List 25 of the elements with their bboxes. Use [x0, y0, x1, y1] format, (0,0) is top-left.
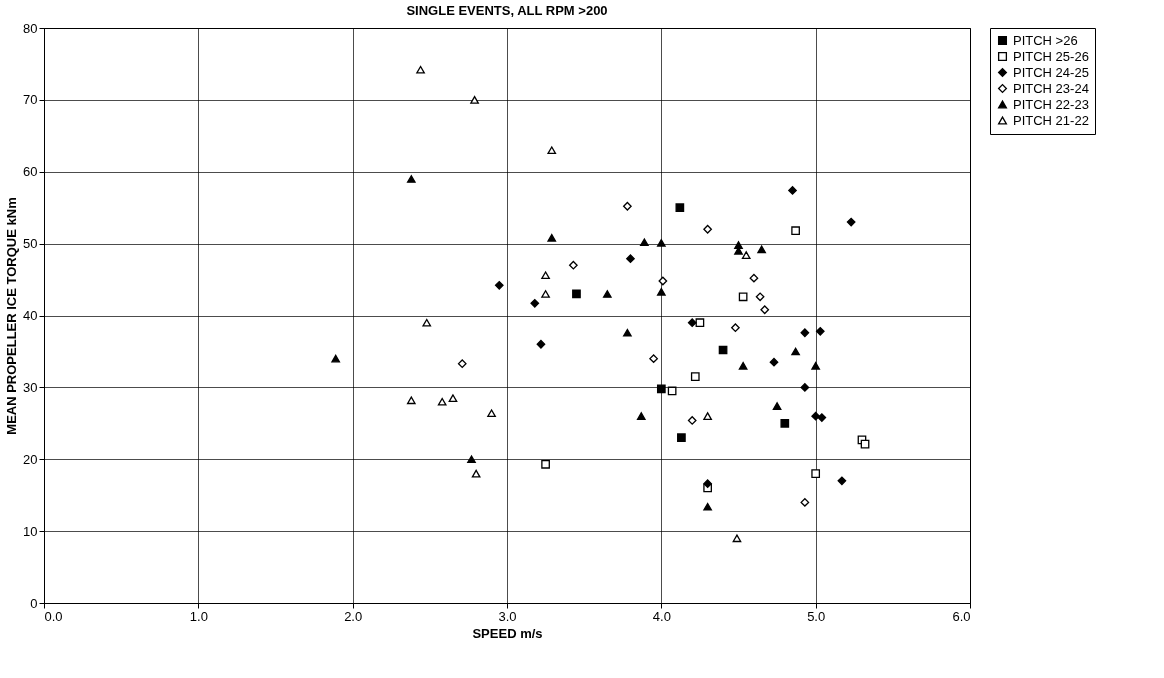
y-tick-label: 60	[23, 164, 38, 180]
y-tick-label: 20	[23, 451, 38, 467]
x-axis-title: SPEED m/s	[472, 625, 543, 641]
y-tick-label: 50	[23, 236, 38, 252]
y-tick-label: 0	[30, 595, 38, 611]
legend-label: PITCH 24-25	[1013, 64, 1089, 80]
chart-title: SINGLE EVENTS, ALL RPM >200	[406, 3, 608, 18]
y-tick-label: 30	[23, 379, 38, 395]
x-tick-label: 5.0	[807, 608, 826, 624]
x-tick-label: 4.0	[652, 608, 671, 624]
legend-label: PITCH 23-24	[1013, 80, 1089, 96]
y-tick-label: 70	[23, 92, 38, 108]
legend-label: PITCH 22-23	[1013, 96, 1089, 112]
x-tick-label: 0.0	[44, 608, 63, 624]
y-axis-title: MEAN PROPELLER ICE TORQUE kNm	[4, 197, 20, 435]
legend-label: PITCH 21-22	[1013, 112, 1089, 128]
y-tick-label: 40	[23, 308, 38, 323]
x-tick-label: 3.0	[498, 608, 517, 624]
y-tick-label: 10	[23, 523, 38, 539]
x-tick-label: 6.0	[952, 608, 971, 624]
x-tick-label: 2.0	[344, 608, 363, 624]
legend-label: PITCH >26	[1013, 32, 1078, 48]
legend-label: PITCH 25-26	[1013, 48, 1089, 64]
x-tick-label: 1.0	[189, 608, 208, 624]
y-tick-label: 80	[23, 20, 38, 36]
